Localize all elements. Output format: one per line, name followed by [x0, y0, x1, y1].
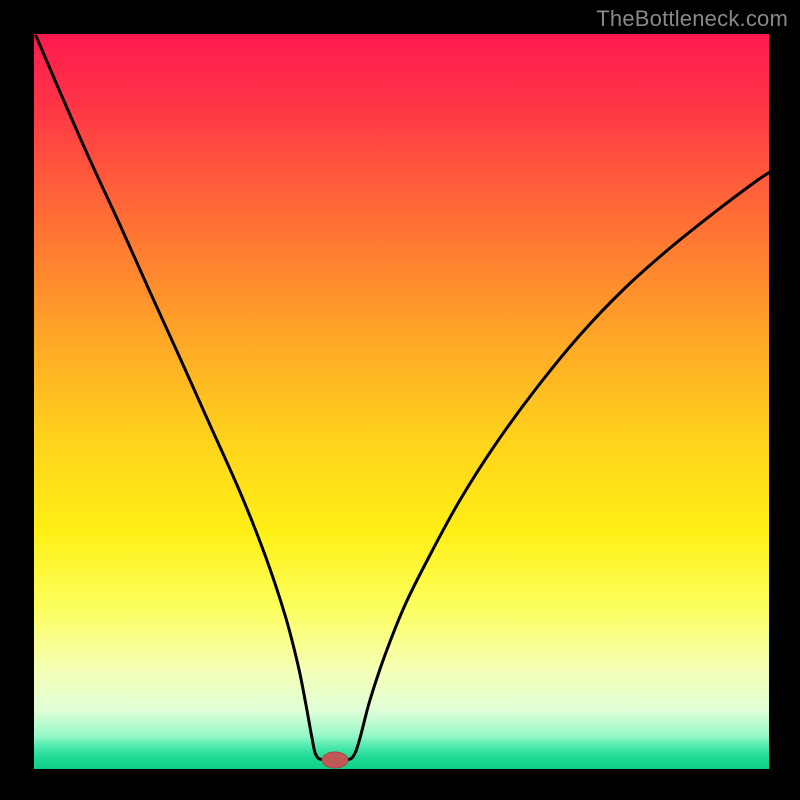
bottleneck-chart — [0, 0, 800, 800]
watermark-text: TheBottleneck.com — [596, 6, 788, 32]
optimal-point-marker — [322, 752, 348, 768]
chart-container: TheBottleneck.com — [0, 0, 800, 800]
plot-background — [34, 34, 769, 769]
